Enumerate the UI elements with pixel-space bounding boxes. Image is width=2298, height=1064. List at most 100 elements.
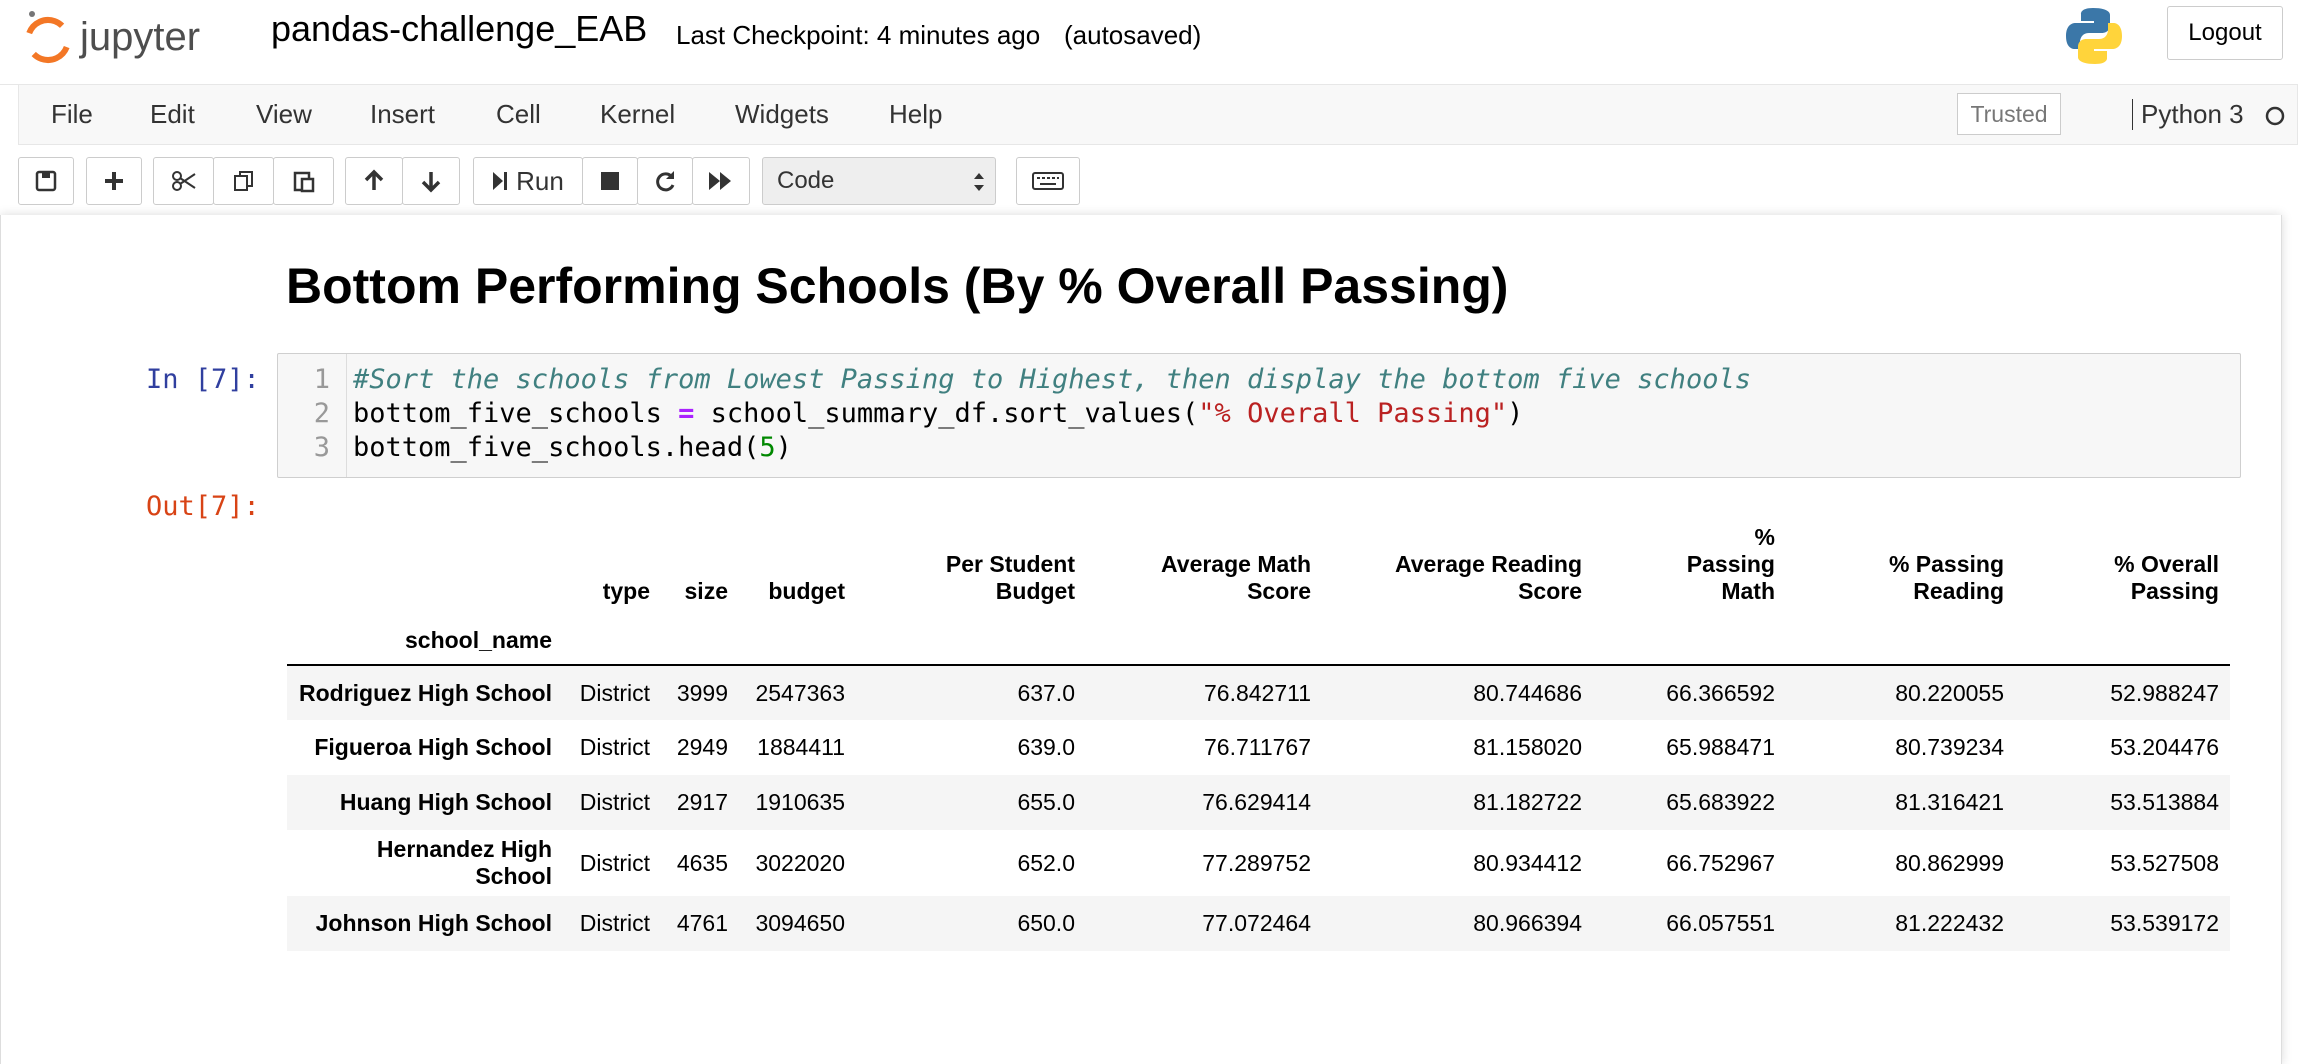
logout-button[interactable]: Logout [2167, 6, 2283, 60]
column-header: % Passing Reading [1786, 518, 2015, 611]
checkpoint: Last Checkpoint: 4 minutes ago [676, 20, 1041, 50]
code-cell[interactable]: 1 2 3 #Sort the schools from Lowest Pass… [277, 353, 2241, 478]
table-cell: 81.316421 [1895, 789, 2004, 815]
table-cell: 80.744686 [1473, 679, 1582, 706]
table-cell: 76.711767 [1203, 734, 1311, 760]
markdown-heading: Bottom Performing Schools (By % Overall … [286, 258, 1509, 314]
empty-header [1593, 611, 1786, 666]
paste-button[interactable] [273, 157, 334, 205]
run-button[interactable]: Run [473, 157, 583, 205]
plus-icon [105, 172, 123, 190]
move-down-button[interactable] [402, 157, 460, 205]
table-cell: 652.0 [1017, 849, 1075, 876]
menu-item[interactable]: Widgets [735, 99, 829, 129]
column-header-text: % Passing Math [1686, 524, 1775, 604]
menu-item[interactable]: View [256, 99, 312, 129]
table-cell: 637.0 [1017, 679, 1075, 706]
logo-text: jupyter [79, 15, 200, 59]
index-name-row: school_name [287, 611, 2230, 666]
table-cell: District [579, 734, 650, 760]
row-index: Hernandez High School [376, 836, 552, 889]
line-number: 3 [313, 432, 330, 463]
fast-forward-icon [709, 172, 731, 190]
copy-icon [233, 171, 253, 191]
table-cell: District [579, 849, 650, 876]
table-cell: 77.289752 [1202, 849, 1311, 876]
menu-item[interactable]: Insert [370, 99, 436, 129]
cut-button[interactable] [153, 157, 214, 205]
notebook-name[interactable]: pandas-challenge_EAB [271, 8, 648, 49]
table-cell: 4761 [676, 910, 728, 936]
save-button[interactable] [18, 157, 74, 205]
table-row: Rodriguez High School District 3999 2547363… [287, 665, 2230, 720]
code-line: #Sort the schools from Lowest Passing to… [353, 364, 1751, 395]
empty-header [563, 611, 661, 666]
jupyter-logo[interactable]: jupyter [26, 6, 246, 72]
table-cell: 81.222432 [1895, 910, 2004, 936]
restart-icon [656, 171, 675, 192]
column-header-text: % Overall Passing [2114, 551, 2219, 604]
table-cell: 80.934412 [1473, 849, 1582, 876]
code-token: school_summary_df.sort_values( [694, 398, 1199, 429]
keyboard-shortcuts-button[interactable] [1016, 157, 1080, 205]
dataframe-table: type size budget Per Student Budget Average … [287, 518, 2230, 951]
row-index: Figueroa High School [314, 734, 552, 760]
code-operator: = [678, 398, 695, 429]
menu-item[interactable]: Help [889, 99, 943, 129]
table-cell: 65.683922 [1666, 789, 1775, 815]
table-cell: 3022020 [755, 849, 845, 876]
table-cell: 81.182722 [1473, 789, 1582, 815]
code-token: ) [775, 432, 792, 463]
column-header: % Overall Passing [2015, 518, 2230, 611]
move-up-button[interactable] [345, 157, 403, 205]
code-comment: #Sort the schools from Lowest Passing to… [353, 364, 1751, 395]
menu-item[interactable]: Kernel [600, 99, 676, 129]
table-cell: 65.988471 [1666, 734, 1775, 760]
empty-header [856, 611, 1086, 666]
column-header: Average Reading Score [1322, 518, 1593, 611]
insert-cell-button[interactable] [86, 157, 142, 205]
restart-button[interactable] [637, 157, 693, 205]
copy-button[interactable] [213, 157, 274, 205]
index-name: school_name [287, 611, 563, 666]
save-icon [35, 170, 57, 192]
notebook-container: Bottom Performing Schools (By % Overall … [0, 215, 2282, 1064]
table-cell: 66.057551 [1666, 910, 1775, 936]
menu-item[interactable]: Cell [496, 99, 541, 129]
table-cell: 655.0 [1017, 789, 1075, 815]
logo-ring [26, 16, 71, 63]
python-logo [2066, 8, 2122, 64]
python-logo-yellow [2077, 22, 2122, 64]
row-index: Huang High School [339, 789, 552, 815]
cell-type-label: Code [777, 167, 835, 194]
empty-header [1322, 611, 1593, 666]
empty-header [2015, 611, 2230, 666]
table-cell: 80.739234 [1895, 734, 2004, 760]
menu-item[interactable]: Edit [150, 99, 195, 129]
table-cell: 1910635 [755, 789, 845, 815]
table-cell: 53.204476 [2110, 734, 2219, 760]
output-prompt: Out[7]: [146, 491, 260, 522]
kernel-idle-icon [2265, 106, 2285, 126]
menu-item[interactable]: File [51, 99, 93, 129]
table-cell: 639.0 [1017, 734, 1075, 760]
column-header: type [602, 578, 650, 604]
line-number-gutter: 1 2 3 [278, 354, 347, 477]
stop-icon [601, 172, 619, 190]
autosave-status: (autosaved) [1064, 20, 1202, 50]
code-token: ) [1507, 398, 1524, 429]
code-line: bottom_five_schools.head(5) [353, 432, 792, 463]
table-row: Hernandez High School District 4635 3022020… [287, 830, 2230, 896]
header-row: type size budget Per Student Budget Average … [287, 518, 2230, 611]
trusted-indicator[interactable]: Trusted [1957, 93, 2061, 135]
interrupt-button[interactable] [582, 157, 638, 205]
restart-run-all-button[interactable] [692, 157, 750, 205]
menu-bar: File Edit View Insert Cell Kernel Widget… [18, 84, 2298, 145]
line-number: 1 [313, 364, 330, 395]
cell-type-select[interactable]: Code [762, 157, 996, 205]
table-cell: 2949 [676, 734, 728, 760]
row-index: Johnson High School [315, 910, 552, 936]
code-token: bottom_five_schools.head( [353, 432, 760, 463]
table-cell: 53.527508 [2110, 849, 2219, 876]
input-prompt: In [7]: [146, 364, 260, 395]
